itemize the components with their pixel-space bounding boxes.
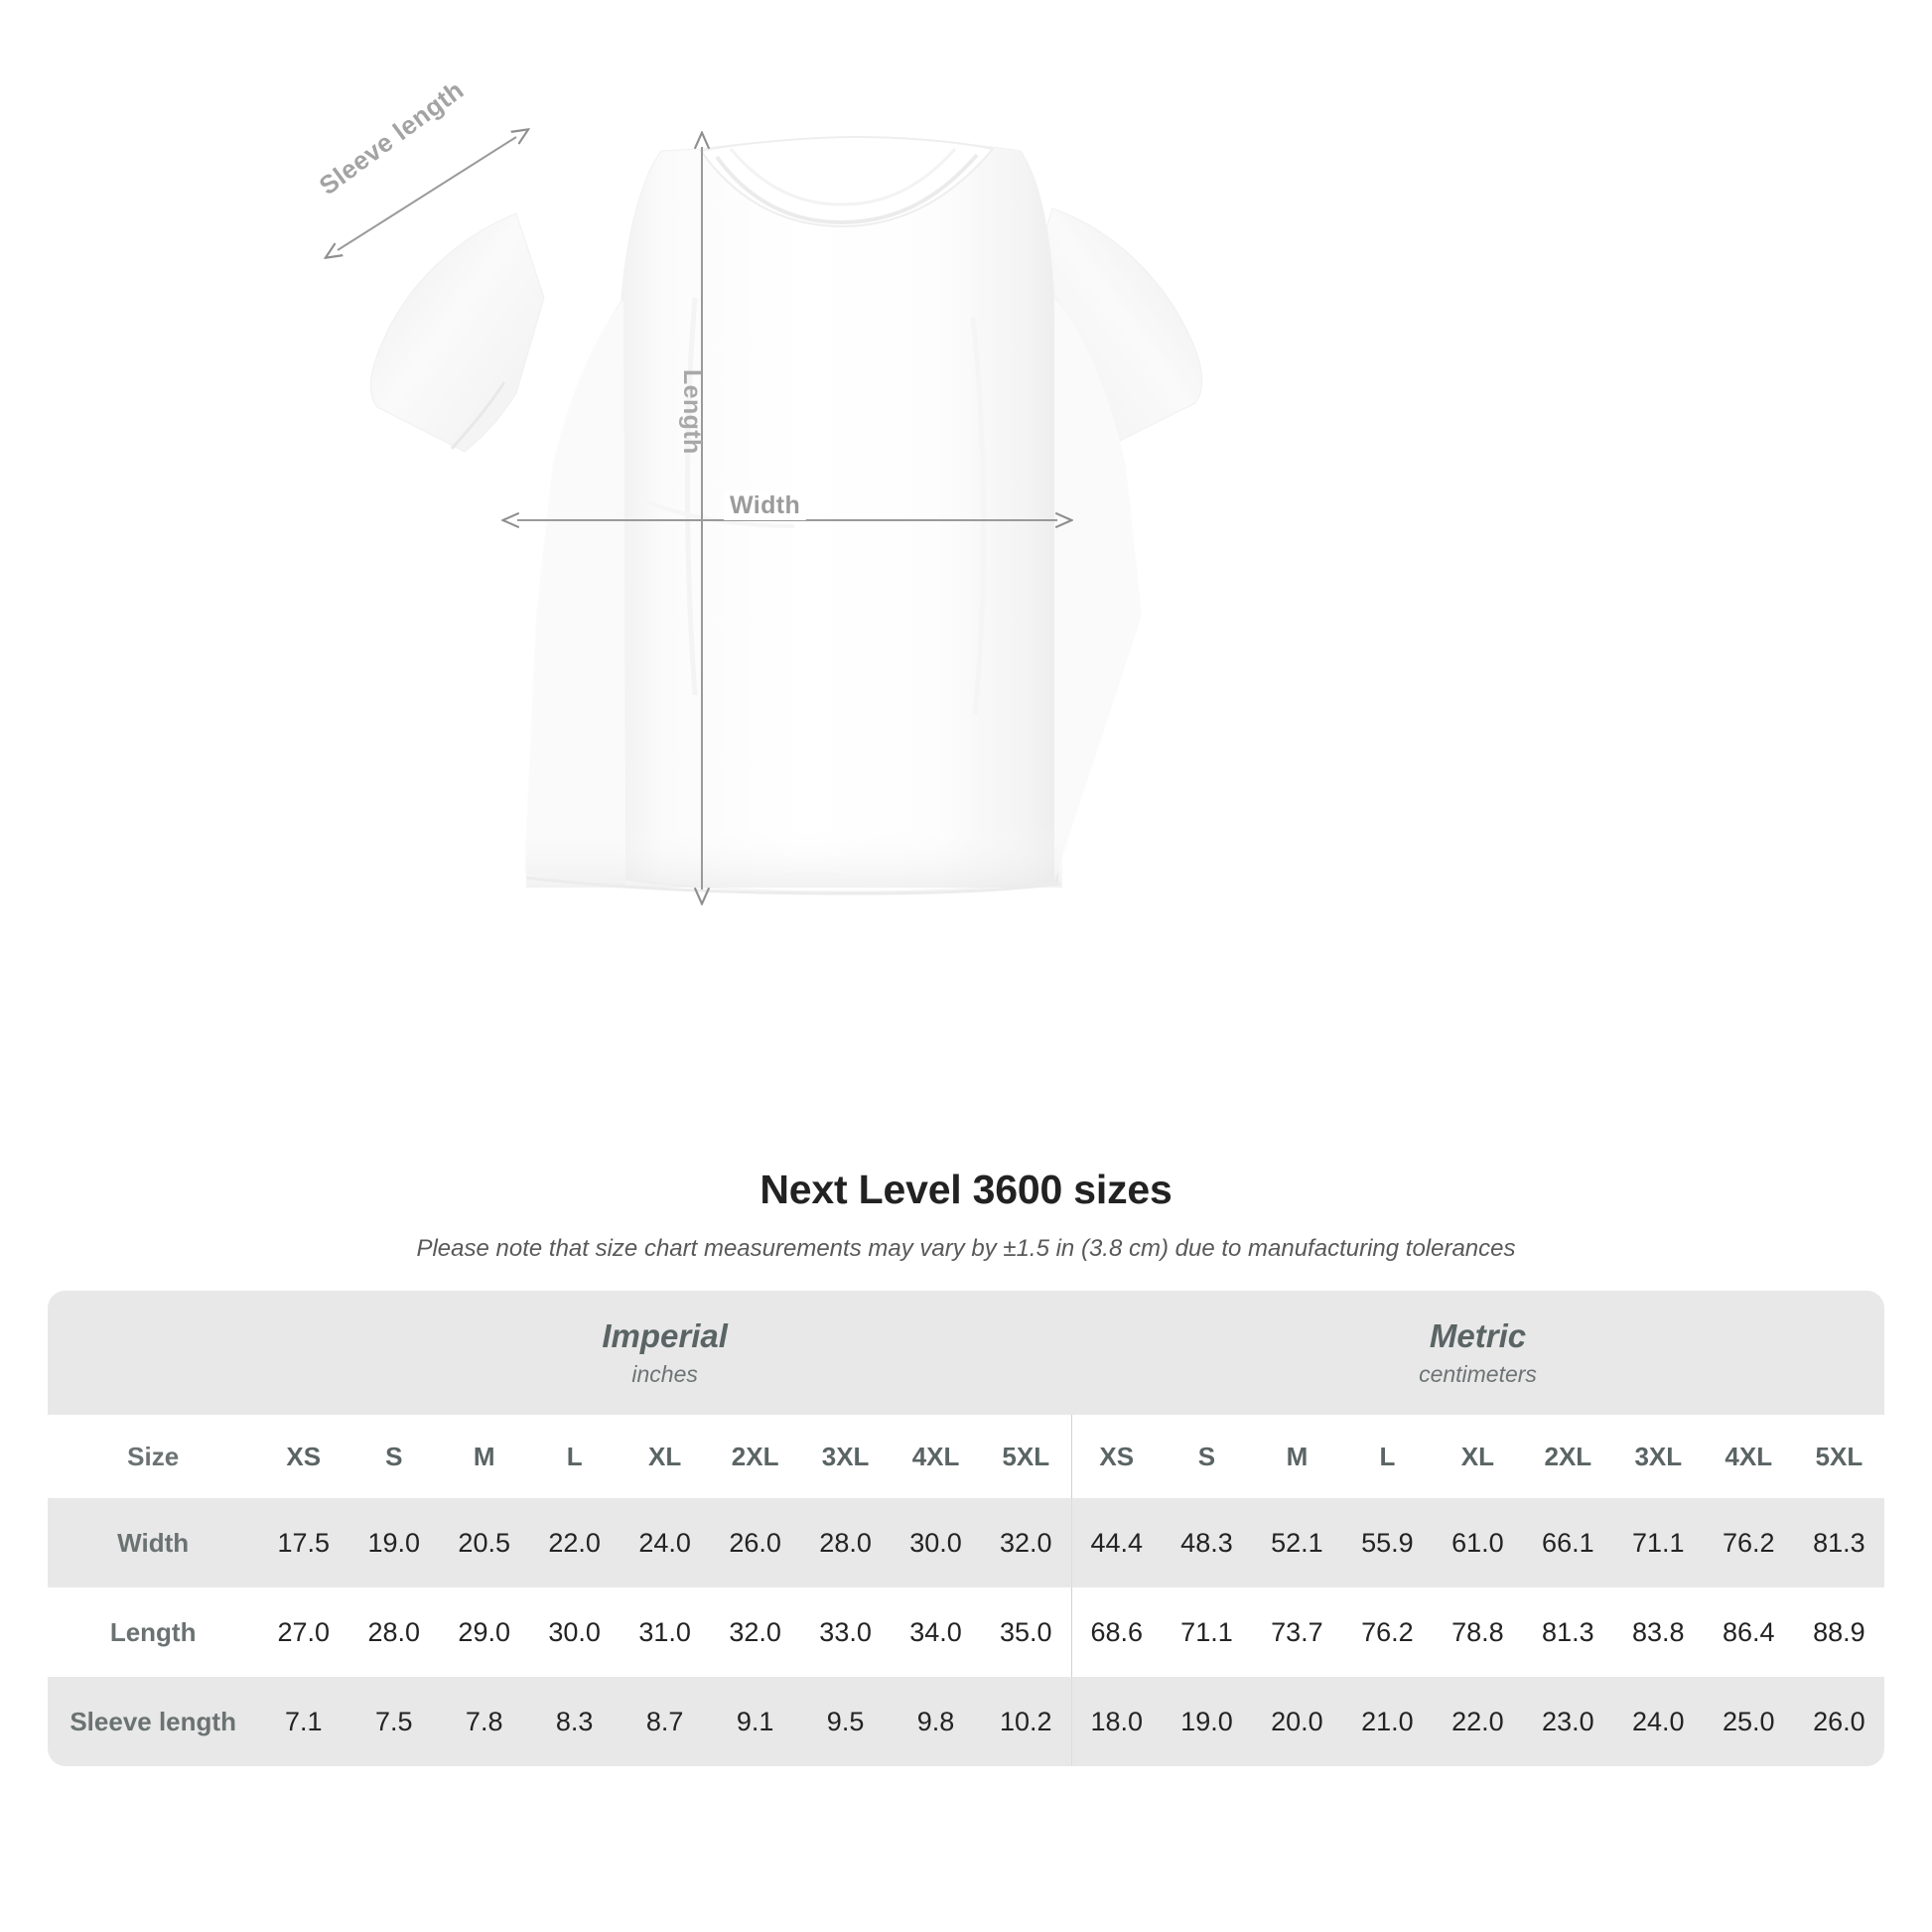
cell-width-met-s: 48.3 <box>1161 1498 1252 1587</box>
unit-sub-imperial: inches <box>631 1361 698 1388</box>
cell-length-imp-xs: 27.0 <box>258 1587 349 1677</box>
size-col-met-xs: XS <box>1070 1415 1162 1498</box>
unit-header-metric: Metric centimeters <box>1071 1291 1884 1415</box>
table-row: Length 27.0 28.0 29.0 30.0 31.0 32.0 33.… <box>48 1587 1884 1677</box>
cell-length-met-s: 71.1 <box>1161 1587 1252 1677</box>
unit-sub-metric: centimeters <box>1419 1361 1537 1388</box>
size-col-met-3xl: 3XL <box>1612 1415 1704 1498</box>
cell-length-imp-3xl: 33.0 <box>800 1587 892 1677</box>
page-title: Next Level 3600 sizes <box>759 1167 1173 1212</box>
size-col-imp-2xl: 2XL <box>710 1415 801 1498</box>
cell-width-met-5xl: 81.3 <box>1793 1498 1884 1587</box>
size-col-imp-3xl: 3XL <box>800 1415 892 1498</box>
cell-length-imp-s: 28.0 <box>348 1587 440 1677</box>
cell-sleeve-imp-4xl: 9.8 <box>891 1677 982 1766</box>
table-row: Width 17.5 19.0 20.5 22.0 24.0 26.0 28.0… <box>48 1498 1884 1587</box>
size-col-met-m: M <box>1251 1415 1342 1498</box>
tolerance-note: Please note that size chart measurements… <box>416 1235 1516 1262</box>
cell-sleeve-imp-3xl: 9.5 <box>800 1677 892 1766</box>
row-header-size: Size <box>48 1415 259 1498</box>
cell-width-met-xl: 61.0 <box>1432 1498 1523 1587</box>
size-col-imp-l: L <box>529 1415 621 1498</box>
unit-header-row: Imperial inches Metric centimeters <box>48 1291 1884 1415</box>
cell-length-imp-4xl: 34.0 <box>891 1587 982 1677</box>
unit-name-metric: Metric <box>1429 1316 1527 1354</box>
sleeve-length-arrow <box>338 137 516 250</box>
size-col-met-s: S <box>1161 1415 1252 1498</box>
size-col-met-5xl: 5XL <box>1793 1415 1884 1498</box>
cell-sleeve-met-m: 20.0 <box>1251 1677 1342 1766</box>
cell-sleeve-imp-xs: 7.1 <box>258 1677 349 1766</box>
cell-width-met-l: 55.9 <box>1341 1498 1433 1587</box>
cell-width-met-m: 52.1 <box>1251 1498 1342 1587</box>
cell-width-imp-xs: 17.5 <box>258 1498 349 1587</box>
cell-sleeve-imp-l: 8.3 <box>529 1677 621 1766</box>
row-header-length: Length <box>48 1587 259 1677</box>
cell-length-met-5xl: 88.9 <box>1793 1587 1884 1677</box>
size-table: Imperial inches Metric centimeters Size … <box>48 1291 1884 1766</box>
unit-header-spacer <box>48 1291 259 1415</box>
length-label: Length <box>678 369 706 455</box>
cell-sleeve-met-l: 21.0 <box>1341 1677 1433 1766</box>
tshirt-diagram: Sleeve length Length Width <box>0 0 1203 1152</box>
size-col-met-4xl: 4XL <box>1703 1415 1794 1498</box>
size-col-met-xl: XL <box>1432 1415 1523 1498</box>
cell-sleeve-imp-5xl: 10.2 <box>981 1677 1071 1766</box>
cell-length-met-l: 76.2 <box>1341 1587 1433 1677</box>
size-col-imp-5xl: 5XL <box>981 1415 1071 1498</box>
cell-sleeve-met-3xl: 24.0 <box>1612 1677 1704 1766</box>
cell-sleeve-met-s: 19.0 <box>1161 1677 1252 1766</box>
size-col-imp-m: M <box>439 1415 530 1498</box>
cell-length-met-m: 73.7 <box>1251 1587 1342 1677</box>
cell-width-imp-4xl: 30.0 <box>891 1498 982 1587</box>
unit-header-imperial: Imperial inches <box>258 1291 1071 1415</box>
cell-sleeve-imp-2xl: 9.1 <box>710 1677 801 1766</box>
cell-length-met-2xl: 81.3 <box>1522 1587 1613 1677</box>
cell-sleeve-imp-xl: 8.7 <box>620 1677 711 1766</box>
cell-sleeve-met-5xl: 26.0 <box>1793 1677 1884 1766</box>
title-block: Next Level 3600 sizes Please note that s… <box>0 1167 1932 1263</box>
cell-width-met-2xl: 66.1 <box>1522 1498 1613 1587</box>
size-col-met-l: L <box>1341 1415 1433 1498</box>
cell-width-imp-xl: 24.0 <box>620 1498 711 1587</box>
cell-sleeve-imp-s: 7.5 <box>348 1677 440 1766</box>
size-col-met-2xl: 2XL <box>1522 1415 1613 1498</box>
cell-length-imp-2xl: 32.0 <box>710 1587 801 1677</box>
table-row: Sleeve length 7.1 7.5 7.8 8.3 8.7 9.1 9.… <box>48 1677 1884 1766</box>
width-label: Width <box>724 491 807 520</box>
size-col-imp-xs: XS <box>258 1415 349 1498</box>
cell-width-imp-2xl: 26.0 <box>710 1498 801 1587</box>
cell-width-met-3xl: 71.1 <box>1612 1498 1704 1587</box>
cell-width-met-xs: 44.4 <box>1070 1498 1162 1587</box>
tshirt-illustration <box>0 0 1203 1152</box>
cell-sleeve-met-xl: 22.0 <box>1432 1677 1523 1766</box>
cell-length-met-xs: 68.6 <box>1070 1587 1162 1677</box>
size-header-row: Size XS S M L XL 2XL 3XL 4XL 5XL XS S M … <box>48 1415 1884 1498</box>
size-table-wrapper: Imperial inches Metric centimeters Size … <box>48 1291 1884 1766</box>
cell-length-met-xl: 78.8 <box>1432 1587 1523 1677</box>
row-header-sleeve-length: Sleeve length <box>48 1677 259 1766</box>
size-col-imp-4xl: 4XL <box>891 1415 982 1498</box>
cell-sleeve-met-xs: 18.0 <box>1070 1677 1162 1766</box>
cell-sleeve-met-4xl: 25.0 <box>1703 1677 1794 1766</box>
cell-width-met-4xl: 76.2 <box>1703 1498 1794 1587</box>
cell-length-imp-m: 29.0 <box>439 1587 530 1677</box>
cell-width-imp-s: 19.0 <box>348 1498 440 1587</box>
row-header-width: Width <box>48 1498 259 1587</box>
cell-sleeve-imp-m: 7.8 <box>439 1677 530 1766</box>
cell-width-imp-l: 22.0 <box>529 1498 621 1587</box>
cell-length-imp-l: 30.0 <box>529 1587 621 1677</box>
unit-name-imperial: Imperial <box>602 1316 728 1354</box>
cell-width-imp-m: 20.5 <box>439 1498 530 1587</box>
cell-length-imp-5xl: 35.0 <box>981 1587 1071 1677</box>
cell-length-imp-xl: 31.0 <box>620 1587 711 1677</box>
cell-length-met-4xl: 86.4 <box>1703 1587 1794 1677</box>
size-col-imp-s: S <box>348 1415 440 1498</box>
cell-length-met-3xl: 83.8 <box>1612 1587 1704 1677</box>
cell-width-imp-5xl: 32.0 <box>981 1498 1071 1587</box>
size-col-imp-xl: XL <box>620 1415 711 1498</box>
cell-width-imp-3xl: 28.0 <box>800 1498 892 1587</box>
cell-sleeve-met-2xl: 23.0 <box>1522 1677 1613 1766</box>
